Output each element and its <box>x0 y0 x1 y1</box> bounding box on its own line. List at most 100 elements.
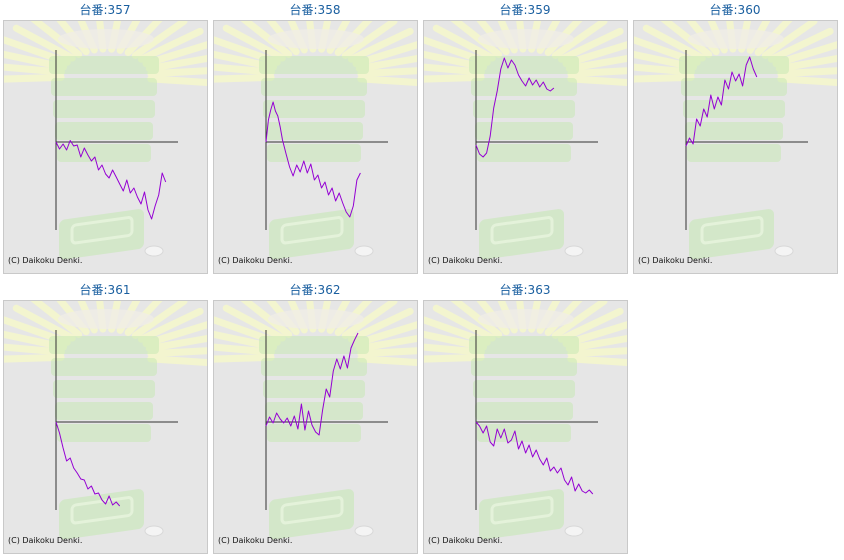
watermark-ray <box>424 353 485 363</box>
watermark-tray-layer <box>261 358 367 376</box>
watermark-ray <box>557 307 624 343</box>
watermark-ray <box>357 355 417 367</box>
watermark-ray <box>357 75 417 87</box>
watermark-ray <box>131 21 188 59</box>
watermark-tray-layer <box>49 336 159 354</box>
machine-number-title[interactable]: 台番:360 <box>709 3 761 17</box>
graph-panel: (C) Daikoku Denki. <box>213 20 418 274</box>
watermark-ray <box>137 27 204 63</box>
watermark-ray <box>432 24 496 62</box>
watermark-box <box>269 489 354 540</box>
watermark-box-inner <box>70 496 134 525</box>
watermark-ray <box>30 21 83 59</box>
watermark-ray <box>240 21 293 59</box>
graph-cell: 台番:359 (C) Daikoku Denki. <box>420 0 630 274</box>
watermark-background <box>424 21 627 260</box>
watermark-tray-layer <box>265 402 363 420</box>
machine-number-title[interactable]: 台番:362 <box>289 283 341 297</box>
watermark-tray-layer <box>477 424 571 442</box>
graph-panel: (C) Daikoku Denki. <box>423 20 628 274</box>
watermark-tray-layer <box>57 144 151 162</box>
line-chart <box>214 21 417 260</box>
watermark-background <box>214 301 417 540</box>
watermark-box <box>479 209 564 260</box>
graph-cell: 台番:361 (C) Daikoku Denki. <box>0 280 210 554</box>
watermark-ray <box>775 54 837 73</box>
watermark-ray <box>214 73 275 83</box>
watermark-tray-layer <box>473 380 575 398</box>
copyright-text: (C) Daikoku Denki. <box>218 256 293 265</box>
line-chart <box>4 301 207 540</box>
copyright-text: (C) Daikoku Denki. <box>8 536 83 545</box>
watermark-ray <box>347 307 414 343</box>
graph-panel: (C) Daikoku Denki. <box>3 300 208 554</box>
watermark-tray-layer <box>53 380 155 398</box>
watermark-ray <box>12 304 76 342</box>
watermark-coin <box>144 525 164 537</box>
line-chart <box>424 21 627 260</box>
machine-number-title[interactable]: 台番:363 <box>499 283 551 297</box>
watermark-tray-layer <box>259 56 369 74</box>
watermark-tray-layer <box>471 78 577 96</box>
watermark-ray <box>567 67 627 78</box>
line-chart <box>634 21 837 260</box>
watermark-ray <box>147 355 207 367</box>
watermark-coin <box>774 245 794 257</box>
watermark-ray <box>147 75 207 87</box>
watermark-ray <box>777 67 837 78</box>
watermark-background <box>4 301 207 540</box>
watermark-ray <box>565 334 627 353</box>
watermark-box <box>689 209 774 260</box>
watermark-tray-layer <box>267 424 361 442</box>
watermark-ray <box>222 24 286 62</box>
machine-number-title[interactable]: 台番:361 <box>79 283 131 297</box>
watermark-coin <box>564 525 584 537</box>
watermark-box-inner <box>70 216 134 245</box>
watermark-ray <box>432 304 496 342</box>
watermark-tray-layer <box>681 78 787 96</box>
graph-cell: 台番:362 (C) Daikoku Denki. <box>210 280 420 554</box>
series-line <box>475 57 555 158</box>
watermark-medals <box>268 309 364 329</box>
watermark-tray-layer <box>265 122 363 140</box>
graph-cell: 台番:357 (C) Daikoku Denki. <box>0 0 210 274</box>
watermark-ray <box>761 21 818 59</box>
copyright-text: (C) Daikoku Denki. <box>8 256 83 265</box>
watermark-ray <box>450 21 503 59</box>
watermark-ray <box>341 301 398 339</box>
watermark-tray-layer <box>685 122 783 140</box>
graph-panel: (C) Daikoku Denki. <box>213 300 418 554</box>
series-line <box>685 56 758 147</box>
watermark-ray <box>4 73 65 83</box>
machine-number-title[interactable]: 台番:359 <box>499 3 551 17</box>
watermark-tray-layer <box>469 336 579 354</box>
series-line <box>265 332 359 436</box>
watermark-ray <box>4 63 65 76</box>
copyright-text: (C) Daikoku Denki. <box>218 536 293 545</box>
watermark-tray-layer <box>469 56 579 74</box>
watermark-ray <box>341 21 398 59</box>
watermark-box-inner <box>280 216 344 245</box>
machine-number-title[interactable]: 台番:358 <box>289 3 341 17</box>
watermark-tray-layer <box>679 56 789 74</box>
watermark-ray <box>214 343 275 356</box>
graph-cell: 台番:358 (C) Daikoku Denki. <box>210 0 420 274</box>
watermark-ray <box>12 24 76 62</box>
watermark-medals <box>58 309 154 329</box>
watermark-tray-layer <box>267 144 361 162</box>
watermark-tray-layer <box>471 358 577 376</box>
watermark-medals <box>268 29 364 49</box>
watermark-medals <box>688 29 784 49</box>
watermark-ray <box>147 347 207 358</box>
watermark-ray <box>634 73 695 83</box>
watermark-ray <box>551 21 608 59</box>
machine-number-title[interactable]: 台番:357 <box>79 3 131 17</box>
watermark-box <box>269 209 354 260</box>
watermark-box <box>479 489 564 540</box>
watermark-tray-layer <box>57 424 151 442</box>
watermark-ray <box>131 301 188 339</box>
watermark-ray <box>450 301 503 339</box>
watermark-ray <box>147 67 207 78</box>
copyright-text: (C) Daikoku Denki. <box>638 256 713 265</box>
watermark-ray <box>551 301 608 339</box>
